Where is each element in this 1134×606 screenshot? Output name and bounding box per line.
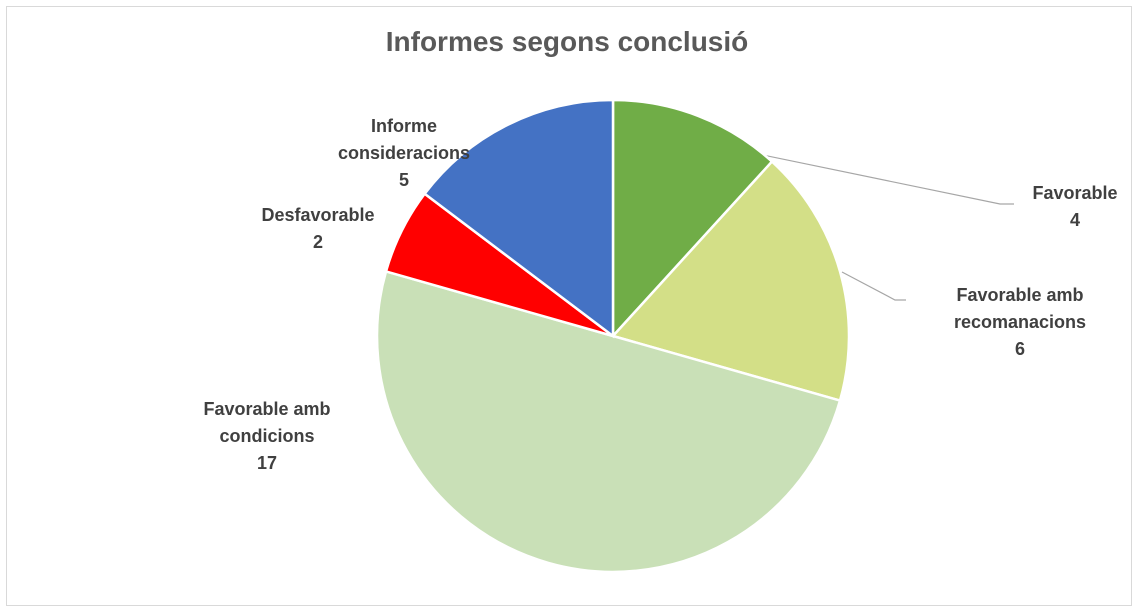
data-label: Desfavorable 2	[238, 202, 398, 256]
label-value: 4	[1069, 210, 1080, 230]
pie-slice	[610, 159, 851, 403]
pie-slice	[611, 98, 774, 340]
label-name: Favorable amb recomanacions	[953, 285, 1087, 332]
leader-line	[841, 271, 906, 301]
pie-slice	[422, 98, 615, 339]
label-name: Desfavorable	[261, 205, 375, 225]
label-value: 5	[398, 170, 409, 190]
label-name: Informe consideracions	[337, 116, 471, 163]
data-label: Informe consideracions 5	[324, 113, 484, 194]
leader-line	[699, 141, 1014, 205]
label-value: 6	[1014, 339, 1025, 359]
data-label: Favorable amb recomanacions 6	[940, 282, 1100, 363]
chart-title: Informes segons conclusió	[385, 26, 749, 57]
label-value: 17	[256, 453, 278, 473]
label-name: Favorable	[1032, 183, 1118, 203]
pie-slice	[375, 269, 842, 574]
label-value: 2	[312, 232, 323, 252]
data-label: Favorable 4	[995, 180, 1134, 234]
label-name: Favorable amb condicions	[203, 399, 331, 446]
data-label: Favorable amb condicions 17	[187, 396, 347, 477]
